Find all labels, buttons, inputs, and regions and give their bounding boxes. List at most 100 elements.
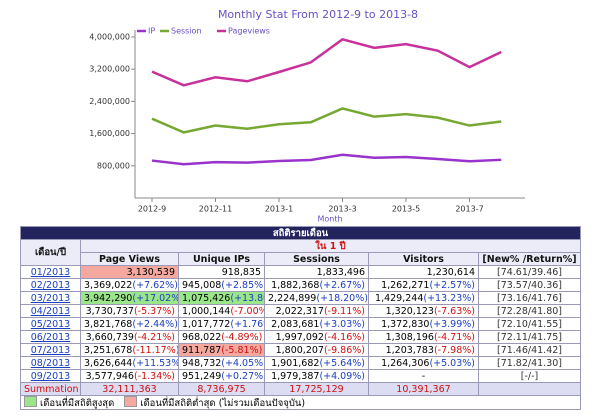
- value: 3,821,768: [84, 318, 133, 330]
- value-cell: 1,000,144(-7.00%): [178, 304, 265, 318]
- legend-label: Pageviews: [228, 27, 270, 36]
- x-tick-label: 2012-11: [199, 205, 232, 214]
- series-line: [151, 153, 502, 166]
- change: (+13.23%): [423, 292, 475, 304]
- ratio-cell: [72.10/41.55]: [478, 317, 581, 331]
- value: 1,997,092: [275, 331, 324, 343]
- y-tick-label: 3,200,000: [89, 65, 130, 74]
- value-cell: 911,787(-5.81%): [178, 343, 265, 357]
- change: (+13.80%): [230, 292, 264, 304]
- value-cell: 3,130,539: [80, 265, 179, 279]
- value: 1,800,207: [275, 344, 324, 356]
- summation-value: 32,111,363: [80, 382, 179, 396]
- month-cell[interactable]: 06/2013: [20, 330, 81, 344]
- change: (-4.71%): [433, 331, 475, 343]
- table-row: 07/2013 3,251,678(-11.17%) 911,787(-5.81%)…: [20, 343, 581, 357]
- value: 3,942,290: [84, 292, 133, 304]
- table-row: 03/20133,942,290(+17.02%)1,075,426(+13.8…: [20, 291, 581, 305]
- change: (+0.27%): [221, 370, 265, 382]
- table-row: 08/20133,626,644(+11.53%)948,732(+4.05%)…: [20, 356, 581, 370]
- change: (+7.62%): [132, 279, 178, 291]
- summation-value: 17,725,129: [264, 382, 369, 396]
- y-tick-label: 4,000,000: [89, 33, 130, 42]
- x-axis-label: Month: [317, 215, 342, 224]
- x-tick-label: 2013-1: [265, 205, 293, 214]
- value-cell: 3,626,644(+11.53%): [80, 356, 179, 370]
- table-row: 02/2013 3,369,022(+7.62%) 945,008(+2.85%) 1…: [20, 278, 581, 292]
- value-cell: 945,008(+2.85%): [178, 278, 265, 292]
- value-cell: 3,577,946(-1.34%): [80, 369, 179, 383]
- summation-value: 8,736,975: [178, 382, 265, 396]
- value: 951,249: [182, 370, 222, 382]
- change: (-7.98%): [433, 344, 475, 356]
- ratio-cell: [74.61/39.46]: [478, 265, 581, 279]
- ratio-cell: [72.11/41.75]: [478, 330, 581, 344]
- value: 1,017,772: [182, 318, 231, 330]
- value-cell: 3,821,768(+2.44%): [80, 317, 179, 331]
- value-cell: 1,979,387(+4.09%): [264, 369, 369, 383]
- value-cell: 3,369,022(+7.62%): [80, 278, 179, 292]
- value-cell: 1,800,207(-9.86%): [264, 343, 369, 357]
- value-cell: 968,022(-4.89%): [178, 330, 265, 344]
- value-cell: 2,224,899(+18.20%): [264, 291, 369, 305]
- chart: Monthly Stat From 2012-9 to 2013-8 Month…: [89, 8, 525, 224]
- change: (+3.03%): [319, 318, 365, 330]
- value-cell: 1,901,682(+5.64%): [264, 356, 369, 370]
- table-row: 09/2013 3,577,946(-1.34%) 951,249(+0.27%) 1…: [20, 369, 581, 383]
- value-cell: 3,730,737(-5.37%): [80, 304, 179, 318]
- change: (+5.03%): [429, 357, 475, 369]
- value: 3,251,678: [84, 344, 133, 356]
- legend-label: Session: [171, 27, 202, 36]
- x-tick-label: 2013-3: [328, 205, 356, 214]
- value: 968,022: [182, 331, 222, 343]
- month-cell[interactable]: 07/2013: [20, 343, 81, 357]
- month-cell[interactable]: 01/2013: [20, 265, 81, 279]
- value-cell: 2,083,681(+3.03%): [264, 317, 369, 331]
- value: 1,308,196: [385, 331, 434, 343]
- value: 1,882,368: [271, 279, 320, 291]
- value-cell: 951,249(+0.27%): [178, 369, 265, 383]
- ratio-cell: [73.57/40.36]: [478, 278, 581, 292]
- series-line: [151, 107, 502, 134]
- column-header: Visitors: [368, 252, 479, 266]
- change: (-11.17%): [132, 344, 179, 356]
- legend-label: IP: [148, 27, 155, 36]
- legend-swatch: [24, 396, 37, 407]
- month-cell[interactable]: 05/2013: [20, 317, 81, 331]
- value-cell: -: [368, 369, 479, 383]
- x-tick-label: 2012-9: [138, 205, 166, 214]
- summation-row: Summation 32,111,363 8,736,975 17,725,129 10…: [20, 382, 581, 396]
- value-cell: 1,230,614: [368, 265, 479, 279]
- column-header: Page Views: [80, 252, 179, 266]
- value: 1,979,387: [271, 370, 320, 382]
- value-cell: 3,660,739(-4.21%): [80, 330, 179, 344]
- month-cell[interactable]: 09/2013: [20, 369, 81, 383]
- value: 2,224,899: [268, 292, 317, 304]
- month-cell[interactable]: 04/2013: [20, 304, 81, 318]
- ratio-cell: [73.16/41.76]: [478, 291, 581, 305]
- column-header-row: Page Views Unique IPs Sessions Visitors [New…: [21, 252, 581, 266]
- change: (+2.67%): [319, 279, 365, 291]
- table-row: 04/20133,730,737(-5.37%)1,000,144(-7.00%…: [20, 304, 581, 318]
- month-cell[interactable]: 02/2013: [20, 278, 81, 292]
- value-cell: 1,203,783(-7.98%): [368, 343, 479, 357]
- value: 1,264,306: [381, 357, 430, 369]
- table-row: 06/2013 3,660,739(-4.21%) 968,022(-4.89%) 1…: [20, 330, 581, 344]
- y-tick-label: 800,000: [97, 161, 130, 170]
- value-cell: 948,732(+4.05%): [178, 356, 265, 370]
- value: 948,732: [182, 357, 222, 369]
- value-cell: 1,429,244(+13.23%): [368, 291, 479, 305]
- value: 3,130,539: [126, 266, 175, 278]
- change: (+11.53%): [132, 357, 177, 369]
- y-tick-label: 1,600,000: [89, 129, 130, 138]
- change: (-5.37%): [133, 305, 175, 317]
- value: 3,577,946: [85, 370, 134, 382]
- value-cell: 3,942,290(+17.02%): [80, 291, 179, 305]
- change: (+4.05%): [221, 357, 265, 369]
- month-cell[interactable]: 03/2013: [20, 291, 81, 305]
- legend-row: เดือนที่มีสถิติสูงสุด เดือนที่มีสถิติต่ำส…: [20, 395, 581, 410]
- ratio-cell: [-/-]: [478, 369, 581, 383]
- value: 3,660,739: [85, 331, 134, 343]
- month-cell[interactable]: 08/2013: [20, 356, 81, 370]
- value-cell: 918,835: [178, 265, 265, 279]
